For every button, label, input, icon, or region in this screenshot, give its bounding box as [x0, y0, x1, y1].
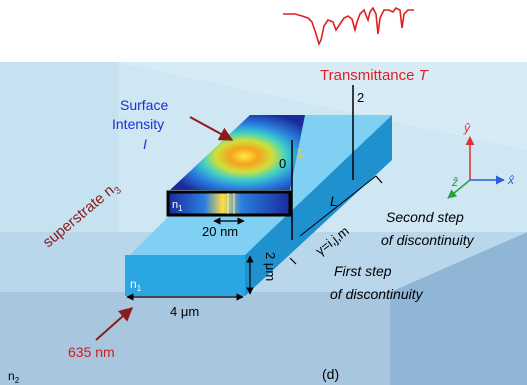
input-light-arrow [95, 307, 134, 341]
first-step-line1: First step [334, 263, 392, 279]
tick-2-label: 2 [357, 90, 364, 105]
height-2um-label: 2 μm [263, 252, 278, 281]
width-20nm-label: 20 nm [202, 224, 238, 239]
panel-label: (d) [322, 366, 339, 382]
first-step-line2: of discontinuity [330, 286, 424, 302]
intensity-symbol: I [143, 136, 147, 152]
second-step-line1: Second step [386, 209, 464, 225]
length-L-line [299, 175, 377, 237]
second-step-line2: of discontinuity [381, 232, 475, 248]
intensity-label: Intensity [112, 116, 164, 132]
length-L-label: L [330, 193, 338, 209]
superstrate-back-face [118, 62, 527, 150]
superstrate-left-face [0, 62, 118, 232]
tick-1-label: 1 [296, 145, 303, 160]
tick-0-label: 0 [279, 156, 286, 171]
surface-intensity-arrow [189, 116, 234, 141]
core-front-face [125, 255, 245, 296]
transmittance-label: Transmittance T [320, 67, 430, 84]
axis-y-label: ŷ [463, 121, 471, 135]
coordinate-axes: ŷ ẑ x̂ [447, 121, 515, 199]
wavelength-label: 635 nm [68, 344, 115, 360]
substrate-side-face [390, 232, 527, 385]
axis-x-label: x̂ [507, 173, 515, 187]
substrate-n2-label: n2 [8, 369, 20, 385]
cross-section-map [166, 190, 292, 217]
core-n1-label: n1 [130, 277, 142, 293]
width-4um-label: 4 μm [170, 304, 199, 319]
surface-label: Surface [120, 97, 168, 113]
cross-section-n-label: n1 [172, 199, 183, 213]
axis-z-label: ẑ [451, 175, 458, 189]
substrate-front-face [0, 292, 390, 385]
core-side-face [245, 115, 392, 296]
surface-intensity-map [170, 115, 305, 190]
transmittance-spectrum [283, 6, 414, 47]
